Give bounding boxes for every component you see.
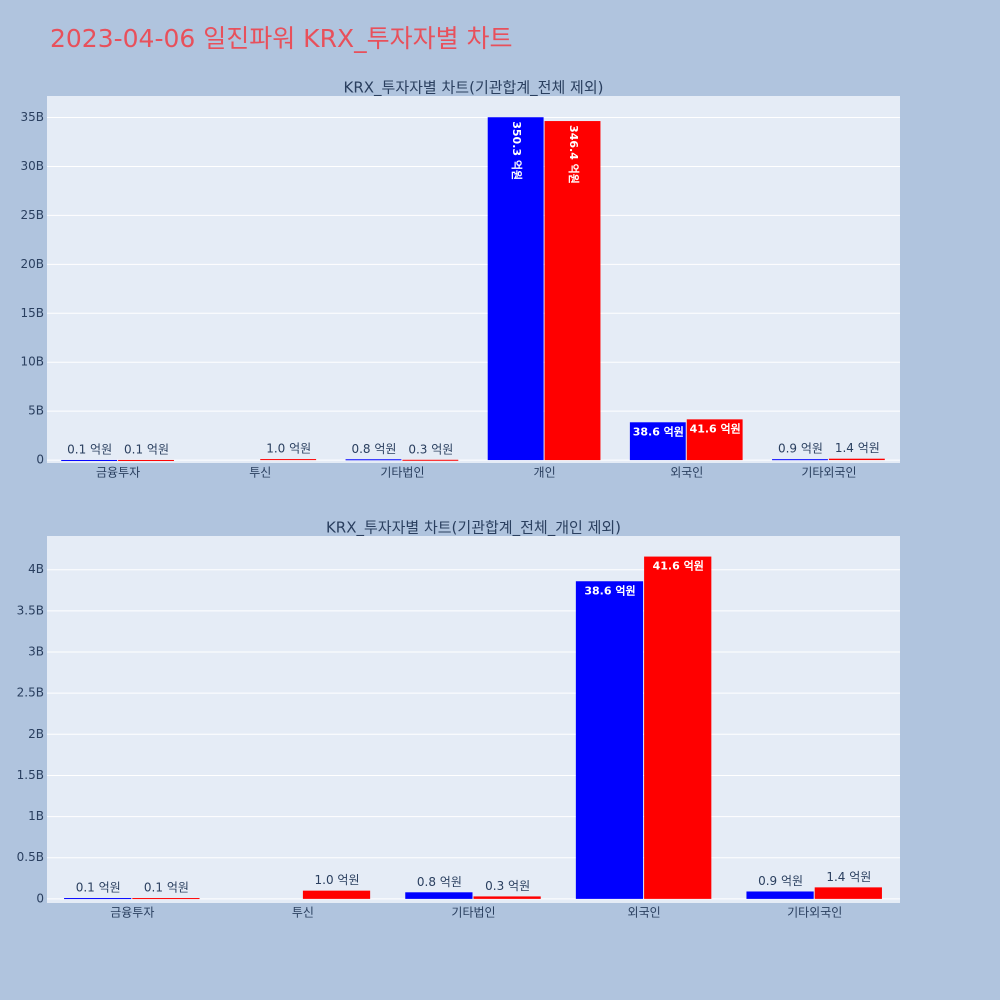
y-tick-label: 35B	[20, 110, 44, 124]
y-tick-label: 4B	[28, 562, 44, 576]
bar	[644, 556, 712, 899]
bar	[828, 458, 885, 461]
x-tick-label: 기타법인	[380, 466, 424, 480]
y-tick-label: 5B	[28, 404, 44, 418]
y-tick-label: 3.5B	[17, 603, 44, 617]
x-tick-label: 금융투자	[96, 466, 140, 480]
value-label: 0.1 억원	[144, 881, 189, 895]
value-label: 350.3 억원	[510, 121, 524, 180]
y-tick-label: 30B	[20, 159, 44, 173]
plot-area	[47, 536, 900, 903]
value-label: 1.0 억원	[315, 873, 360, 887]
x-tick-label: 기타법인	[451, 906, 495, 920]
y-tick-label: 0	[36, 453, 44, 467]
y-tick-label: 0.5B	[17, 850, 44, 864]
value-label: 0.8 억원	[351, 442, 396, 456]
x-tick-label: 외국인	[670, 466, 703, 480]
bar	[345, 459, 402, 461]
y-tick-label: 2.5B	[17, 686, 44, 700]
value-label: 38.6 억원	[633, 424, 684, 438]
x-tick-label: 기타외국인	[801, 466, 856, 480]
value-label: 1.4 억원	[835, 441, 880, 455]
y-tick-label: 20B	[20, 257, 44, 271]
y-tick-label: 2B	[28, 727, 44, 741]
bar	[487, 117, 544, 461]
value-label: 0.1 억원	[124, 442, 169, 456]
value-label: 346.4 억원	[567, 125, 581, 184]
x-tick-label: 투신	[249, 466, 271, 480]
x-tick-label: 금융투자	[110, 906, 154, 920]
bar	[473, 896, 541, 899]
chart-title: KRX_투자자별 차트(기관합계_전체 제외)	[344, 79, 604, 98]
bar	[302, 890, 371, 899]
bar	[61, 459, 118, 461]
value-label: 38.6 억원	[584, 583, 635, 597]
bar	[64, 898, 132, 900]
x-tick-label: 개인	[534, 466, 556, 480]
x-tick-label: 투신	[292, 906, 314, 920]
bar	[132, 898, 200, 900]
bar	[575, 581, 644, 899]
y-tick-label: 1.5B	[17, 768, 44, 782]
bar	[686, 419, 743, 461]
value-label: 41.6 억원	[653, 559, 704, 573]
value-label: 0.8 억원	[417, 875, 462, 889]
bar	[629, 422, 686, 461]
bar	[402, 459, 459, 461]
value-label: 0.1 억원	[76, 881, 121, 895]
x-tick-label: 외국인	[628, 906, 661, 920]
y-tick-label: 15B	[20, 306, 44, 320]
page-title: 2023-04-06 일진파워 KRX_투자자별 차트	[50, 24, 513, 53]
y-tick-label: 25B	[20, 208, 44, 222]
value-label: 0.3 억원	[485, 879, 530, 893]
bar	[544, 121, 601, 461]
value-label: 0.3 억원	[408, 442, 453, 456]
bar	[118, 459, 174, 461]
bar	[814, 887, 882, 899]
bar	[772, 459, 828, 461]
bar	[405, 892, 473, 899]
value-label: 41.6 억원	[690, 421, 741, 435]
value-label: 1.4 억원	[826, 870, 871, 884]
value-label: 0.9 억원	[778, 442, 823, 456]
y-tick-label: 10B	[20, 355, 44, 369]
x-tick-label: 기타외국인	[787, 906, 842, 920]
bar	[260, 459, 317, 461]
y-tick-label: 1B	[28, 809, 44, 823]
value-label: 1.0 억원	[266, 442, 311, 456]
chart-title: KRX_투자자별 차트(기관합계_전체_개인 제외)	[326, 519, 621, 538]
value-label: 0.1 억원	[67, 442, 112, 456]
value-label: 0.9 억원	[758, 874, 803, 888]
y-tick-label: 0	[36, 891, 44, 905]
bar	[746, 891, 814, 899]
y-tick-label: 3B	[28, 645, 44, 659]
plot-area	[47, 96, 900, 463]
